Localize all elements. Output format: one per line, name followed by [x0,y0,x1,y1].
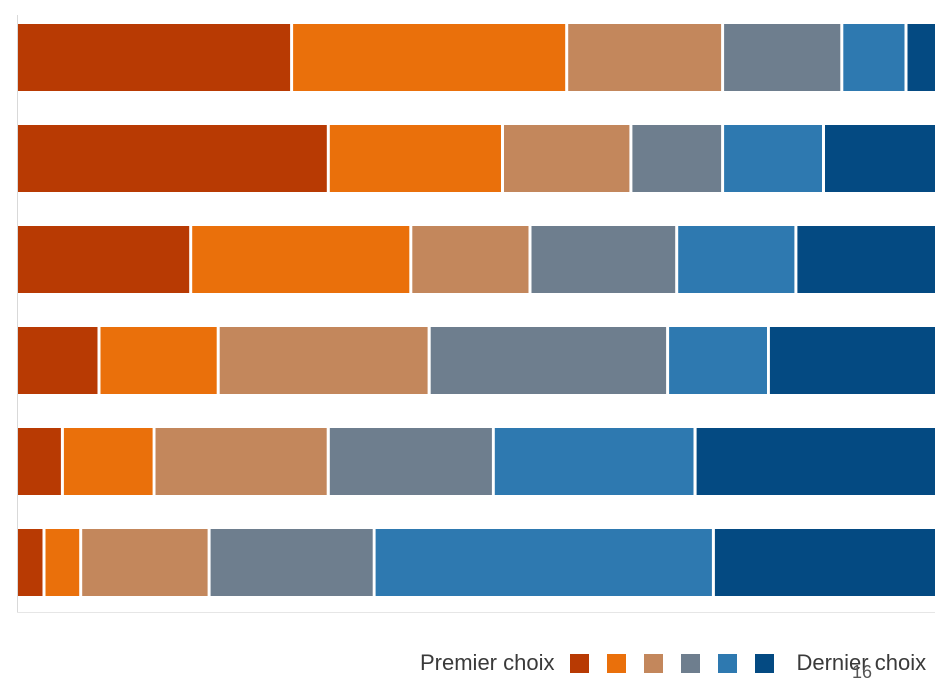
legend-label-first-choice: Premier choix [420,650,555,675]
bar-segment-row5-series1 [18,428,61,495]
bar-segment-row2-series6 [825,125,935,192]
page-number: 16 [852,662,873,682]
bar-segment-row5-series5 [494,428,694,495]
bar-segment-row6-series4 [210,529,373,596]
bar-segment-row2-series1 [18,125,327,192]
bar-segment-row3-series4 [531,226,676,293]
bar-segment-row6-series3 [82,529,208,596]
bar-segment-row6-series6 [714,529,935,596]
bars-layer [18,24,935,596]
stacked-bar-chart [17,15,935,613]
bar-segment-row2-series4 [632,125,722,192]
bar-segment-row5-series6 [696,428,935,495]
legend-swatch-1 [570,653,590,673]
bar-segment-row5-series3 [155,428,327,495]
bar-segment-row1-series2 [293,24,566,91]
legend-swatch-3 [644,653,664,673]
bar-segment-row3-series2 [192,226,410,293]
bar-segment-row5-series4 [329,428,492,495]
bar-segment-row3-series5 [678,226,795,293]
bar-segment-row2-series2 [329,125,501,192]
legend-swatch-2 [607,653,627,673]
bar-segment-row6-series2 [45,529,80,596]
bar-segment-row4-series5 [669,327,767,394]
legend: Premier choix Dernier choix [420,646,926,680]
bar-segment-row1-series1 [18,24,291,91]
bar-segment-row3-series6 [797,226,935,293]
bar-segment-row2-series5 [724,125,822,192]
bar-segment-row6-series1 [18,529,43,596]
legend-swatch-6 [755,653,775,673]
bar-segment-row3-series1 [18,226,190,293]
bar-segment-row4-series3 [219,327,428,394]
bar-segment-row2-series3 [504,125,630,192]
bar-segment-row4-series2 [100,327,217,394]
bar-segment-row1-series4 [724,24,841,91]
bar-segment-row4-series6 [769,327,935,394]
legend-swatch-4 [681,653,701,673]
bar-segment-row3-series3 [412,226,529,293]
bar-segment-row5-series2 [63,428,153,495]
legend-swatch-5 [718,653,738,673]
bar-segment-row1-series6 [907,24,935,91]
bar-segment-row1-series3 [568,24,722,91]
bar-segment-row4-series4 [430,327,667,394]
bar-segment-row4-series1 [18,327,98,394]
bar-segment-row1-series5 [843,24,905,91]
bar-segment-row6-series5 [375,529,712,596]
legend-label-last-choice: Dernier choix [796,650,927,675]
